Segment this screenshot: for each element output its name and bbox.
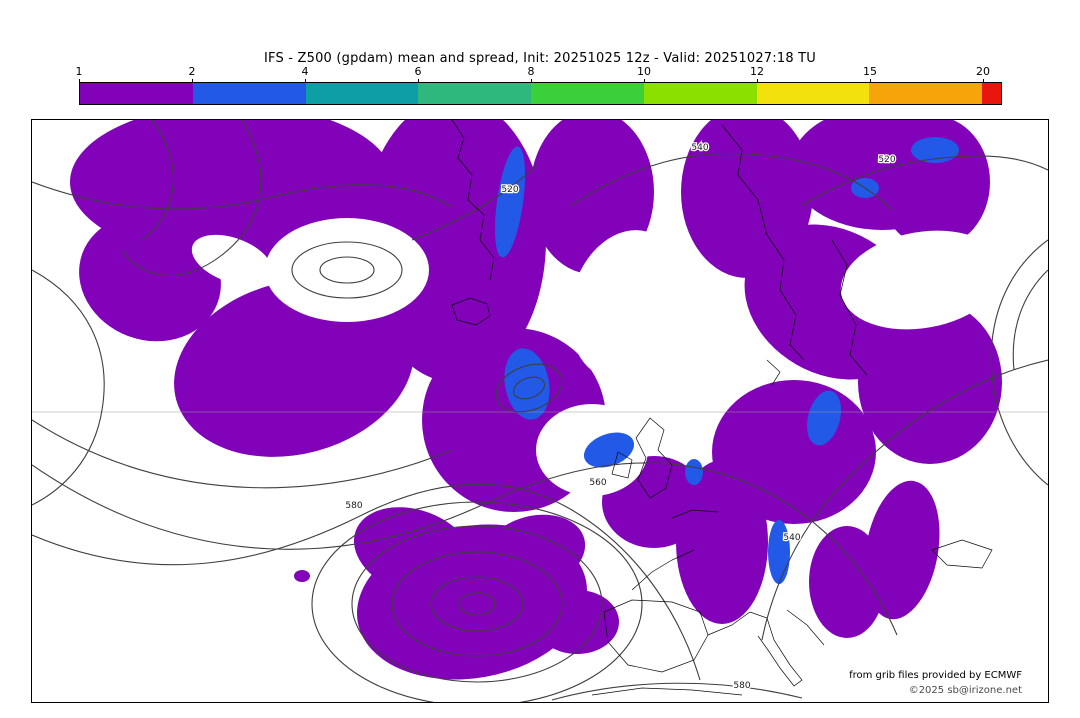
- colorbar-tick-label: 2: [188, 65, 196, 78]
- colorbar-segment-gt20: [982, 83, 1001, 104]
- attribution-source: from grib files provided by ECMWF: [849, 670, 1022, 681]
- colorbar-segments: [79, 82, 1002, 105]
- contour-lines: [32, 120, 1048, 702]
- colorbar-segment-6-8: [418, 83, 531, 104]
- colorbar-tick-mark: [870, 79, 871, 82]
- coastlines: [451, 120, 993, 696]
- colorbar-segment-4-6: [305, 83, 419, 104]
- colorbar-tick-label: 12: [750, 65, 764, 78]
- contour-label: 580: [345, 501, 362, 511]
- colorbar-segment-15-20: [869, 83, 982, 104]
- colorbar-tick-mark: [644, 79, 645, 82]
- contour-label: 580: [733, 681, 750, 691]
- colorbar-segment-10-12: [643, 83, 757, 104]
- colorbar-segment-12-15: [756, 83, 870, 104]
- map-panel: 520 520 540 540 560 580 580 from grib fi…: [31, 119, 1049, 703]
- map-canvas: 520 520 540 540 560 580 580: [32, 120, 1048, 702]
- chart-title: IFS - Z500 (gpdam) mean and spread, Init…: [264, 51, 816, 66]
- low-spread-holes: [191, 218, 1004, 496]
- colorbar-tick-label: 1: [75, 65, 83, 78]
- colorbar-tick-mark: [757, 79, 758, 82]
- contour-labels: 520 520 540 540 560 580 580: [344, 142, 897, 693]
- colorbar-tick-label: 6: [414, 65, 422, 78]
- colorbar-tick-mark: [418, 79, 419, 82]
- colorbar-tick-mark: [983, 79, 984, 82]
- colorbar-segment-8-10: [531, 83, 644, 104]
- contour-label: 520: [501, 185, 518, 195]
- colorbar-tick-mark: [305, 79, 306, 82]
- attribution-copyright: ©2025 sb@irizone.net: [908, 685, 1022, 696]
- colorbar-ticks: 1 2 4 6 8 10 12 15 20: [75, 65, 1002, 82]
- colorbar-tick-mark: [79, 79, 80, 82]
- colorbar-tick-label: 20: [976, 65, 990, 78]
- contour-label: 560: [589, 478, 606, 488]
- colorbar-tick-label: 15: [863, 65, 877, 78]
- colorbar-segment-2-4: [192, 83, 306, 104]
- colorbar-tick-mark: [531, 79, 532, 82]
- colorbar-tick-label: 8: [527, 65, 535, 78]
- colorbar-segment-1-2: [80, 83, 193, 104]
- spread-region-2-4: [494, 137, 959, 584]
- contour-label: 520: [878, 155, 895, 165]
- colorbar: 1 2 4 6 8 10 12 15 20: [75, 65, 1002, 105]
- colorbar-tick-label: 10: [637, 65, 651, 78]
- colorbar-tick-label: 4: [301, 65, 309, 78]
- contour-label: 540: [783, 533, 800, 543]
- contour-label: 540: [691, 143, 708, 153]
- colorbar-tick-mark: [192, 79, 193, 82]
